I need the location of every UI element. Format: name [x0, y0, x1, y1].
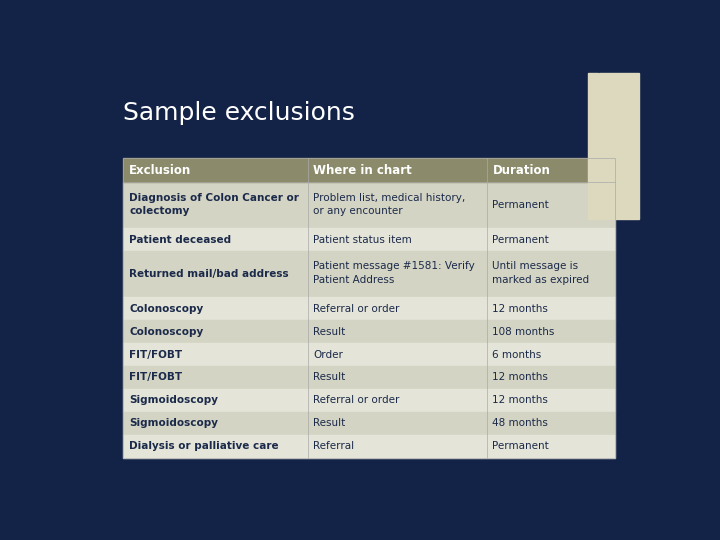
Text: Patient status item: Patient status item — [313, 235, 412, 245]
Text: Until message is
marked as expired: Until message is marked as expired — [492, 261, 590, 285]
Text: Sample exclusions: Sample exclusions — [124, 100, 356, 125]
Bar — [124, 297, 615, 320]
Text: Permanent: Permanent — [492, 235, 549, 245]
Text: Returned mail/bad address: Returned mail/bad address — [129, 269, 289, 279]
Bar — [124, 228, 615, 251]
Bar — [124, 251, 615, 297]
Bar — [599, 73, 639, 219]
Bar — [124, 366, 615, 389]
Text: Result: Result — [313, 373, 346, 382]
Text: Dialysis or palliative care: Dialysis or palliative care — [129, 441, 279, 451]
Text: Result: Result — [313, 327, 346, 336]
Text: Diagnosis of Colon Cancer or
colectomy: Diagnosis of Colon Cancer or colectomy — [129, 193, 299, 216]
Text: 48 months: 48 months — [492, 418, 549, 428]
Text: 12 months: 12 months — [492, 373, 549, 382]
Text: 12 months: 12 months — [492, 395, 549, 406]
Text: Duration: Duration — [492, 164, 550, 177]
Text: Sigmoidoscopy: Sigmoidoscopy — [129, 395, 218, 406]
Text: Where in chart: Where in chart — [313, 164, 412, 177]
Text: FIT/FOBT: FIT/FOBT — [129, 349, 182, 360]
Text: Referral or order: Referral or order — [313, 395, 400, 406]
Bar — [124, 158, 615, 458]
Bar — [124, 412, 615, 435]
Text: Colonoscopy: Colonoscopy — [129, 327, 203, 336]
Text: Order: Order — [313, 349, 343, 360]
Text: Problem list, medical history,
or any encounter: Problem list, medical history, or any en… — [313, 193, 465, 216]
Text: Colonoscopy: Colonoscopy — [129, 303, 203, 314]
Bar — [588, 73, 598, 219]
Text: Patient deceased: Patient deceased — [129, 235, 231, 245]
Bar — [124, 389, 615, 412]
Text: Result: Result — [313, 418, 346, 428]
Text: Referral: Referral — [313, 441, 354, 451]
Bar — [124, 183, 615, 228]
Bar — [124, 435, 615, 458]
Text: Permanent: Permanent — [492, 441, 549, 451]
Text: FIT/FOBT: FIT/FOBT — [129, 373, 182, 382]
Text: 6 months: 6 months — [492, 349, 541, 360]
Bar — [124, 320, 615, 343]
Bar — [124, 158, 615, 183]
Text: Patient message #1581: Verify
Patient Address: Patient message #1581: Verify Patient Ad… — [313, 261, 475, 285]
Bar — [124, 343, 615, 366]
Text: Exclusion: Exclusion — [129, 164, 192, 177]
Text: Referral or order: Referral or order — [313, 303, 400, 314]
Text: Sigmoidoscopy: Sigmoidoscopy — [129, 418, 218, 428]
Text: Permanent: Permanent — [492, 200, 549, 211]
Text: 108 months: 108 months — [492, 327, 555, 336]
Text: 12 months: 12 months — [492, 303, 549, 314]
